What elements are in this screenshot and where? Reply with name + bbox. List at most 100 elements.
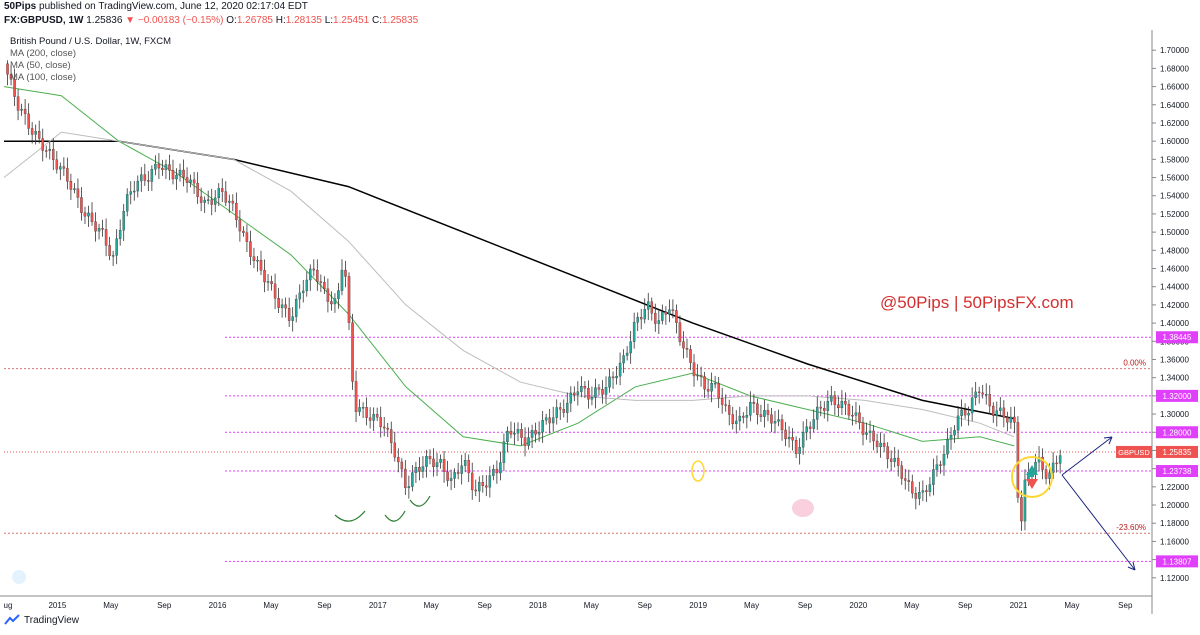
- y-tick-label: 1.22000: [1160, 483, 1189, 492]
- candle-down: [474, 489, 478, 492]
- candle-up: [407, 486, 411, 488]
- candle-up: [974, 391, 977, 399]
- candle-up: [111, 255, 115, 257]
- x-tick-label: ug: [4, 601, 13, 610]
- y-tick-label: 1.66000: [1160, 83, 1189, 92]
- candle-down: [759, 414, 763, 417]
- candle-up: [625, 352, 629, 356]
- candle-down: [573, 392, 576, 395]
- candle-down: [523, 437, 527, 446]
- candle-up: [213, 197, 217, 205]
- candle-down: [678, 322, 682, 342]
- candle-down: [1044, 469, 1048, 479]
- candle-up: [1023, 479, 1027, 522]
- candle-down: [794, 440, 798, 454]
- x-tick-label: Sep: [477, 601, 492, 610]
- candle-up: [953, 430, 956, 436]
- footer-brand[interactable]: TradingView: [24, 614, 80, 626]
- candle-down: [1016, 422, 1020, 498]
- candle-up: [541, 420, 544, 433]
- candle-down: [889, 458, 893, 462]
- candle-down: [534, 430, 537, 435]
- candle-down: [83, 212, 87, 217]
- candle-down: [963, 409, 967, 416]
- candle-down: [13, 79, 16, 97]
- candle-down: [882, 442, 886, 447]
- candle-up: [97, 228, 101, 232]
- candle-up: [893, 457, 896, 462]
- candle-up: [118, 230, 122, 239]
- down-arrow-icon: ▼: [125, 15, 136, 26]
- x-tick-label: Sep: [1118, 601, 1133, 610]
- candle-down: [108, 245, 111, 256]
- y-tick-label: 1.30000: [1160, 410, 1189, 419]
- candle-up: [745, 415, 749, 418]
- candle-up: [333, 298, 337, 305]
- y-tick-label: 1.58000: [1160, 155, 1189, 164]
- candle-down: [9, 74, 13, 80]
- candle-down: [90, 212, 94, 222]
- candle-up: [34, 131, 37, 135]
- candle-up: [154, 163, 157, 170]
- publisher-name[interactable]: 50Pips: [4, 1, 37, 12]
- current-price: 1.25836: [86, 15, 123, 26]
- candle-up: [801, 431, 805, 448]
- candle-down: [375, 413, 379, 418]
- candle-up: [291, 316, 294, 321]
- candle-down: [911, 481, 914, 494]
- decision-circle: [1011, 456, 1053, 498]
- close-label: C:: [371, 15, 382, 26]
- candle-down: [259, 259, 263, 271]
- x-tick-label: May: [904, 601, 919, 610]
- candle-down: [896, 457, 900, 466]
- candle-down: [37, 131, 41, 139]
- candle-down: [904, 478, 907, 481]
- candle-up: [647, 301, 650, 310]
- candle-down: [365, 407, 368, 418]
- x-tick-label: May: [584, 601, 599, 610]
- candle-down: [685, 347, 689, 350]
- candle-up: [594, 387, 597, 398]
- candle-down: [323, 282, 326, 290]
- candle-down: [312, 268, 316, 271]
- y-tick-label: 1.56000: [1160, 174, 1189, 183]
- y-tick-label: 1.48000: [1160, 246, 1189, 255]
- candle-up: [544, 417, 548, 421]
- legend-title: British Pound / U.S. Dollar, 1W, FXCM: [10, 36, 172, 47]
- candle-down: [351, 322, 354, 382]
- candle-down: [428, 456, 432, 460]
- legend-ma50[interactable]: MA (50, close): [10, 60, 71, 71]
- candle-up: [946, 438, 949, 455]
- symbol-label: FX:GBPUSD, 1W: [4, 15, 84, 26]
- price-chart[interactable]: 1.70000 1.68000 1.66000 1.64000 1.62000 1.600…: [0, 30, 1200, 614]
- candle-up: [305, 279, 309, 292]
- candle-up: [537, 432, 541, 435]
- candle-up: [960, 409, 963, 417]
- legend-ma100[interactable]: MA (100, close): [10, 72, 76, 83]
- level-label: 1.23738: [1163, 467, 1192, 476]
- candle-down: [252, 256, 256, 261]
- candle-up: [361, 407, 365, 409]
- candle-down: [717, 382, 720, 399]
- candle-down: [784, 429, 787, 440]
- publish-line: 50Pips published on TradingView.com, Jun…: [4, 1, 308, 12]
- candle-down: [400, 461, 404, 470]
- candle-down: [182, 169, 185, 178]
- candle-down: [833, 395, 837, 405]
- candle-up: [136, 180, 140, 192]
- candle-down: [872, 430, 875, 442]
- candle-up: [301, 290, 305, 294]
- candle-down: [819, 406, 823, 409]
- level-label: 1.28000: [1163, 428, 1192, 437]
- up-arrow-icon: [1026, 465, 1038, 475]
- candle-down: [379, 417, 382, 428]
- y-tick-label: 1.50000: [1160, 228, 1189, 237]
- footer: TradingView: [4, 614, 79, 626]
- y-tick-label: 1.20000: [1160, 501, 1189, 510]
- candle-up: [478, 482, 481, 492]
- legend-ma200[interactable]: MA (200, close): [10, 48, 76, 59]
- candle-up: [636, 317, 639, 323]
- candle-up: [463, 460, 467, 466]
- candle-down: [766, 410, 770, 415]
- candle-down: [675, 310, 678, 323]
